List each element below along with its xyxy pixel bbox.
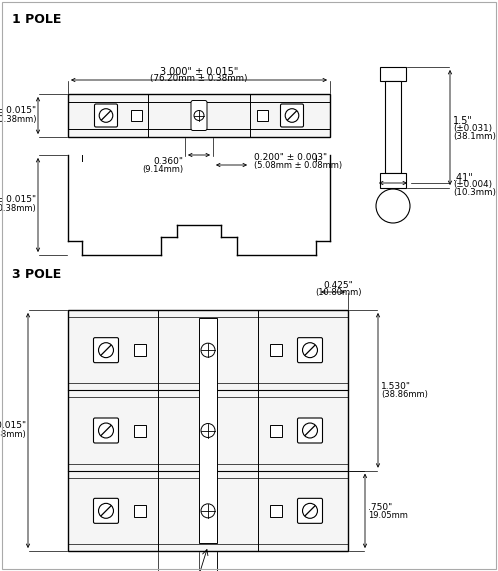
Text: (10.3mm): (10.3mm)	[453, 187, 496, 196]
Text: (38.86mm): (38.86mm)	[381, 390, 428, 399]
Bar	[385, 81, 401, 173]
Text: (9.14mm): (9.14mm)	[142, 165, 183, 174]
Bar	[270, 505, 282, 517]
Text: 0.425": 0.425"	[323, 280, 353, 289]
Bar	[134, 344, 146, 356]
FancyBboxPatch shape	[297, 337, 323, 363]
Text: 1.530": 1.530"	[381, 382, 411, 391]
Text: (±0.004): (±0.004)	[453, 180, 492, 190]
Text: 1.210" ± 0.015": 1.210" ± 0.015"	[0, 195, 36, 204]
FancyBboxPatch shape	[95, 104, 118, 127]
Text: 2.375" ± 0.015": 2.375" ± 0.015"	[0, 421, 26, 430]
FancyBboxPatch shape	[94, 337, 119, 363]
FancyBboxPatch shape	[297, 498, 323, 524]
Text: (21.03mm ± 0.38mm): (21.03mm ± 0.38mm)	[0, 115, 36, 124]
Text: (60.33mm ± 0.38mm): (60.33mm ± 0.38mm)	[0, 430, 26, 439]
Bar	[380, 67, 406, 81]
Bar	[256, 110, 267, 121]
Text: 0.360": 0.360"	[153, 157, 183, 166]
Text: (±0.031): (±0.031)	[453, 124, 492, 133]
FancyBboxPatch shape	[297, 418, 323, 443]
Text: (10.80mm): (10.80mm)	[315, 288, 361, 296]
Text: 1.5": 1.5"	[453, 115, 473, 126]
Bar	[270, 424, 282, 436]
Bar	[134, 424, 146, 436]
Text: 3.000" ± 0.015": 3.000" ± 0.015"	[160, 67, 238, 77]
Text: 1 POLE: 1 POLE	[12, 13, 61, 26]
Text: 0.200" ± 0.003": 0.200" ± 0.003"	[254, 153, 327, 162]
Text: (5.08mm ± 0.08mm): (5.08mm ± 0.08mm)	[254, 161, 342, 170]
FancyBboxPatch shape	[94, 418, 119, 443]
Text: 19.05mm: 19.05mm	[368, 512, 408, 520]
FancyBboxPatch shape	[191, 100, 207, 131]
Bar	[270, 344, 282, 356]
Text: 0.828" ± 0.015": 0.828" ± 0.015"	[0, 106, 36, 115]
Text: (76.20mm ± 0.38mm): (76.20mm ± 0.38mm)	[150, 74, 248, 83]
FancyBboxPatch shape	[94, 498, 119, 524]
Bar	[68, 310, 348, 551]
FancyBboxPatch shape	[280, 104, 303, 127]
Text: .750": .750"	[368, 503, 392, 512]
Text: (38.1mm): (38.1mm)	[453, 132, 496, 141]
Bar	[134, 505, 146, 517]
Bar	[130, 110, 141, 121]
Text: .41": .41"	[453, 173, 473, 183]
Bar	[380, 173, 406, 188]
Bar	[199, 318, 217, 543]
Bar	[68, 94, 330, 137]
Text: (30.73mm ± 0.38mm): (30.73mm ± 0.38mm)	[0, 204, 36, 214]
Text: 3 POLE: 3 POLE	[12, 268, 61, 281]
